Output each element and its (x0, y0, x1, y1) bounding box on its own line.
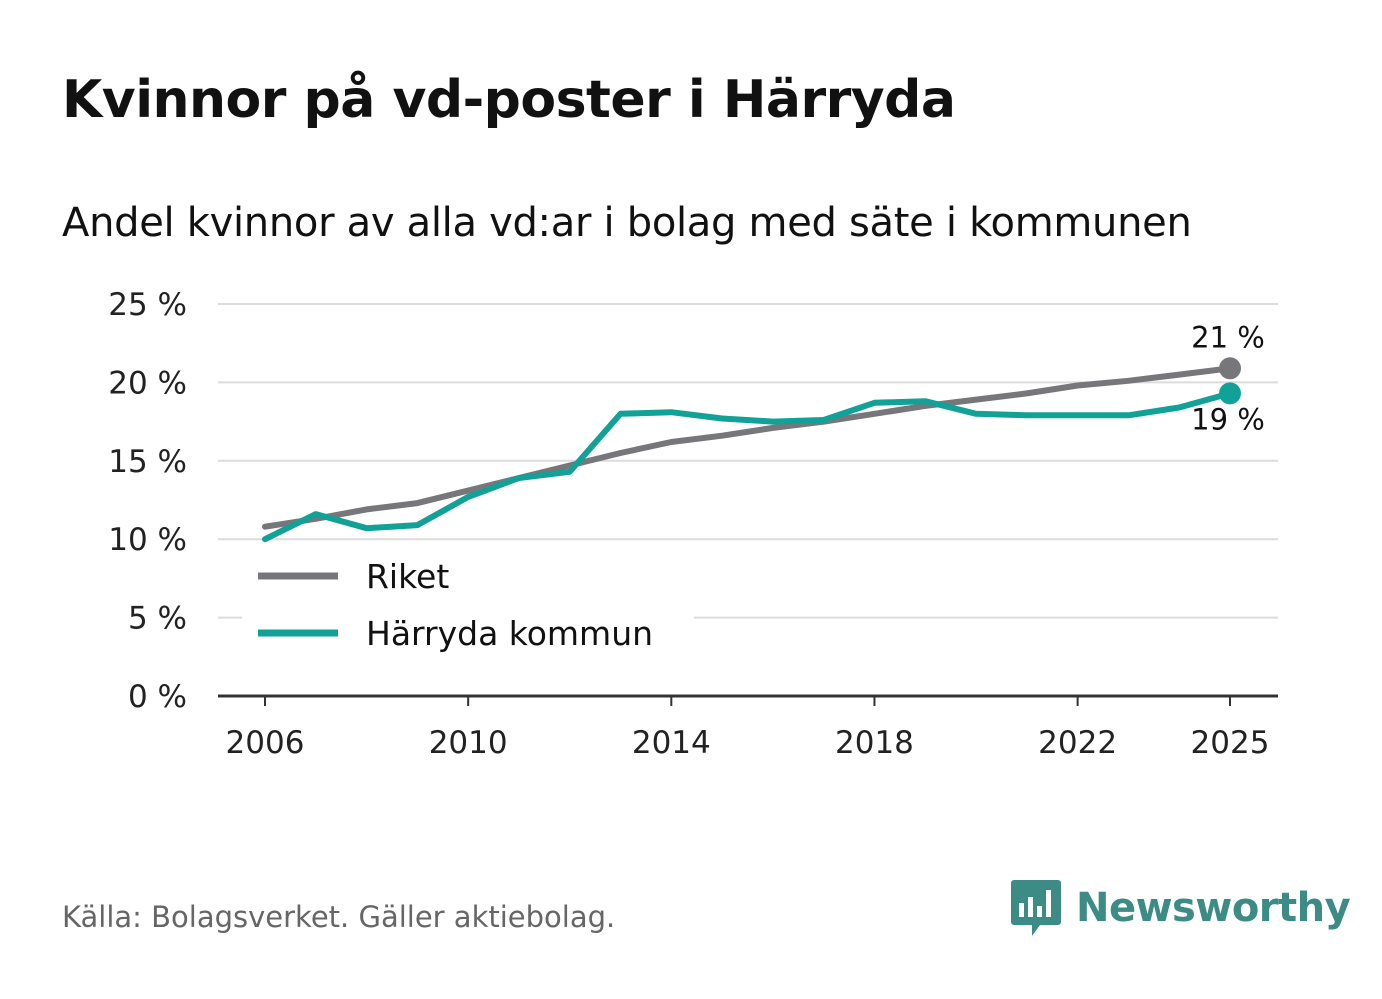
end-marker-harryda (1219, 382, 1241, 405)
legend-background (242, 550, 694, 668)
newsworthy-logo[interactable]: Newsworthy (1010, 878, 1351, 938)
x-tick-label: 2025 (1191, 725, 1270, 761)
legend: Riket Härryda kommun (242, 550, 694, 668)
source-note: Källa: Bolagsverket. Gäller aktiebolag. (62, 900, 616, 934)
x-tick-label: 2006 (226, 725, 305, 761)
logo-wordmark: Newsworthy (1076, 885, 1351, 931)
x-tick-label: 2018 (835, 725, 914, 761)
series-line-harryda (262, 390, 1233, 543)
end-label-riket: 21 % (1191, 320, 1265, 354)
newsworthy-logo-icon (1011, 880, 1061, 936)
end-labels: 21 % 19 % (1191, 320, 1265, 436)
legend-label-harryda: Härryda kommun (366, 614, 653, 653)
legend-label-riket: Riket (366, 557, 449, 596)
y-tick-label: 10 % (108, 522, 187, 558)
y-tick-label: 25 % (108, 287, 187, 323)
y-tick-label: 0 % (128, 679, 187, 715)
x-tick-label: 2014 (632, 725, 711, 761)
y-tick-label: 15 % (108, 444, 187, 480)
end-marker-riket (1219, 357, 1241, 380)
x-tick-label: 2022 (1038, 725, 1117, 761)
chart-title: Kvinnor på vd-poster i Härryda (62, 70, 956, 130)
y-axis: 0 % 5 % 10 % 15 % 20 % 25 % (108, 287, 187, 715)
end-label-harryda: 19 % (1191, 402, 1265, 436)
y-tick-label: 5 % (128, 601, 187, 637)
x-tick-label: 2010 (429, 725, 508, 761)
y-tick-label: 20 % (108, 365, 187, 401)
line-chart: 0 %5 %10 %15 %20 %25 % 2006 2010 2014 2018 2… (108, 287, 1278, 761)
series-lines (262, 357, 1241, 543)
x-axis: 2006 2010 2014 2018 2022 2025 (218, 694, 1278, 761)
series-line-riket (262, 365, 1233, 530)
chart-subtitle: Andel kvinnor av alla vd:ar i bolag med … (62, 200, 1192, 246)
